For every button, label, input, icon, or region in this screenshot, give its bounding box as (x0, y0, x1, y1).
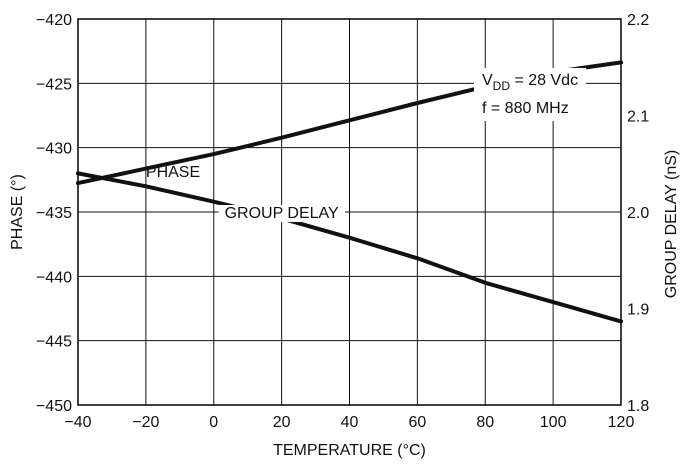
x-tick-label: 60 (408, 414, 426, 431)
x-tick-label: 80 (476, 414, 494, 431)
y-axis-title-left: PHASE (°) (9, 174, 26, 250)
y-right-tick-label: 2.2 (627, 12, 649, 29)
series-label-phase: PHASE (146, 164, 200, 181)
series-labels: PHASE GROUP DELAY (146, 164, 346, 222)
x-tick-label: 100 (540, 414, 567, 431)
y-left-tick-label: −440 (36, 269, 72, 286)
y-left-tick-label: −420 (36, 12, 72, 29)
annotation-background (474, 68, 587, 121)
y-left-tick-label: −425 (36, 76, 72, 93)
annotation-vdd: VDD = 28 Vdc (482, 72, 578, 93)
series-line-phase (76, 171, 623, 324)
annotation-vdd-sub: DD (493, 79, 511, 93)
y-right-tick-label: 2.0 (627, 205, 649, 222)
y-left-tick-label: −430 (36, 141, 72, 158)
annotation-vdd-suffix: = 28 Vdc (510, 72, 578, 89)
annotation-vdd-prefix: V (482, 72, 493, 89)
x-tick-label: −20 (132, 414, 159, 431)
y-left-tick-label: −450 (36, 398, 72, 415)
x-tick-label: 0 (209, 414, 218, 431)
series-label-background (218, 205, 346, 222)
x-tick-label: 40 (341, 414, 359, 431)
x-axis-title: TEMPERATURE (°C) (273, 442, 426, 459)
series-label-group-delay: GROUP DELAY (225, 205, 339, 222)
y-right-tick-label: 2.1 (627, 109, 649, 126)
y-left-tick-label: −445 (36, 334, 72, 351)
y-axis-title-right: GROUP DELAY (nS) (663, 150, 680, 299)
y-right-tick-label: 1.8 (627, 398, 649, 415)
y-left-tick-label: −435 (36, 205, 72, 222)
y-right-tick-label: 1.9 (627, 302, 649, 319)
tick-labels: −40 −20 0 20 40 60 80 100 120 −420 −425 −430 −435 −44… (36, 12, 649, 431)
plot-frame (77, 18, 622, 406)
x-tick-label: −40 (64, 414, 91, 431)
annotation-frequency: f = 880 MHz (482, 100, 569, 117)
x-tick-label: 120 (608, 414, 635, 431)
x-tick-label: 20 (273, 414, 291, 431)
